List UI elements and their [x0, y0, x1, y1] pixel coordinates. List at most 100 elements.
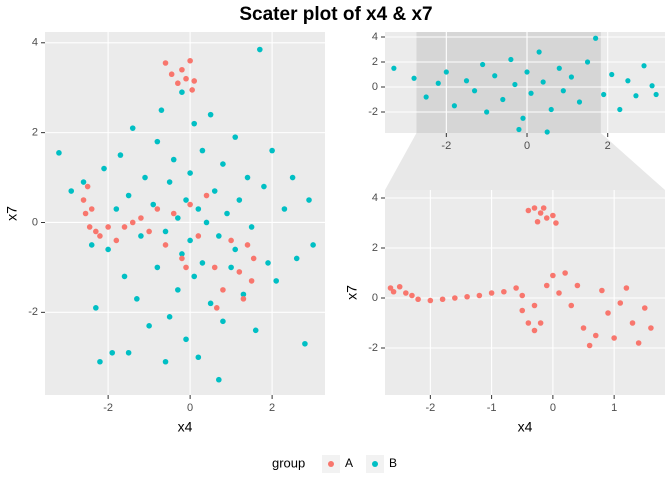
point: [525, 207, 532, 214]
point: [187, 57, 193, 64]
point: [403, 290, 409, 296]
point: [125, 192, 132, 199]
y-tick-label: 2: [32, 127, 38, 139]
point: [531, 302, 538, 309]
y-tick-label: 4: [32, 37, 38, 49]
point: [250, 255, 257, 262]
point: [568, 302, 575, 309]
point: [492, 73, 498, 79]
point: [189, 87, 195, 93]
point: [611, 335, 617, 341]
point: [97, 233, 103, 239]
point: [540, 79, 546, 85]
point: [641, 63, 647, 69]
x-tick-label: 2: [605, 140, 611, 152]
point: [513, 285, 519, 291]
point: [534, 218, 541, 225]
zoom-area: [416, 32, 601, 133]
point: [199, 260, 206, 266]
point: [166, 179, 173, 185]
point: [531, 327, 538, 334]
point: [183, 336, 189, 343]
point: [162, 60, 169, 66]
point: [93, 228, 99, 235]
point: [464, 293, 470, 300]
point: [480, 61, 486, 68]
point: [409, 292, 415, 299]
point: [544, 129, 550, 135]
point: [443, 69, 449, 75]
point: [236, 269, 243, 275]
point: [609, 71, 615, 78]
point: [648, 325, 654, 331]
point: [244, 174, 251, 181]
point: [175, 287, 181, 293]
point: [653, 91, 659, 98]
point: [625, 78, 631, 84]
y-tick-label: -2: [368, 342, 378, 354]
point: [244, 242, 251, 248]
x-tick-label: -2: [103, 402, 113, 414]
point: [113, 237, 120, 244]
point: [216, 376, 222, 383]
point: [203, 192, 210, 199]
panel-background: [45, 32, 325, 395]
point: [310, 242, 316, 248]
point: [427, 297, 434, 304]
point: [617, 106, 623, 113]
point: [396, 283, 403, 290]
point: [84, 183, 91, 190]
point: [170, 156, 177, 163]
legend-label: A: [345, 456, 353, 470]
point: [512, 81, 518, 88]
point: [179, 66, 185, 73]
point: [179, 251, 185, 257]
point: [125, 349, 132, 356]
point: [162, 228, 169, 235]
y-tick-label: 0: [32, 216, 38, 228]
point: [248, 224, 255, 230]
point: [113, 206, 120, 212]
point: [484, 109, 490, 115]
point: [599, 287, 605, 294]
y-tick-label: 0: [372, 292, 378, 304]
x-tick-label: 2: [269, 402, 275, 414]
point: [536, 49, 542, 55]
point: [199, 147, 206, 154]
point: [302, 340, 308, 347]
point: [146, 323, 152, 329]
point: [471, 88, 478, 94]
point: [183, 264, 189, 271]
point: [261, 183, 267, 190]
point: [150, 201, 157, 208]
point: [476, 292, 483, 299]
point: [154, 264, 161, 271]
point: [568, 74, 574, 80]
point: [154, 138, 161, 145]
point: [574, 282, 581, 289]
point: [519, 292, 526, 299]
point: [273, 278, 280, 284]
point: [531, 205, 538, 211]
point: [540, 205, 547, 211]
figure-title: Scater plot of x4 & x7: [239, 4, 432, 25]
panel-background: [385, 190, 665, 395]
point: [195, 206, 202, 212]
point: [562, 270, 568, 276]
point: [520, 115, 526, 121]
y-tick-label: 4: [372, 192, 378, 204]
point: [500, 96, 506, 103]
point: [623, 285, 630, 291]
y-axis-label: x7: [344, 285, 360, 300]
point: [121, 224, 128, 230]
point: [601, 91, 607, 98]
point: [580, 325, 587, 331]
point: [525, 320, 532, 326]
point: [605, 310, 611, 316]
x-tick-label: -1: [487, 402, 497, 414]
point: [232, 134, 239, 140]
point: [146, 228, 152, 235]
point: [97, 358, 103, 365]
point: [586, 342, 593, 349]
